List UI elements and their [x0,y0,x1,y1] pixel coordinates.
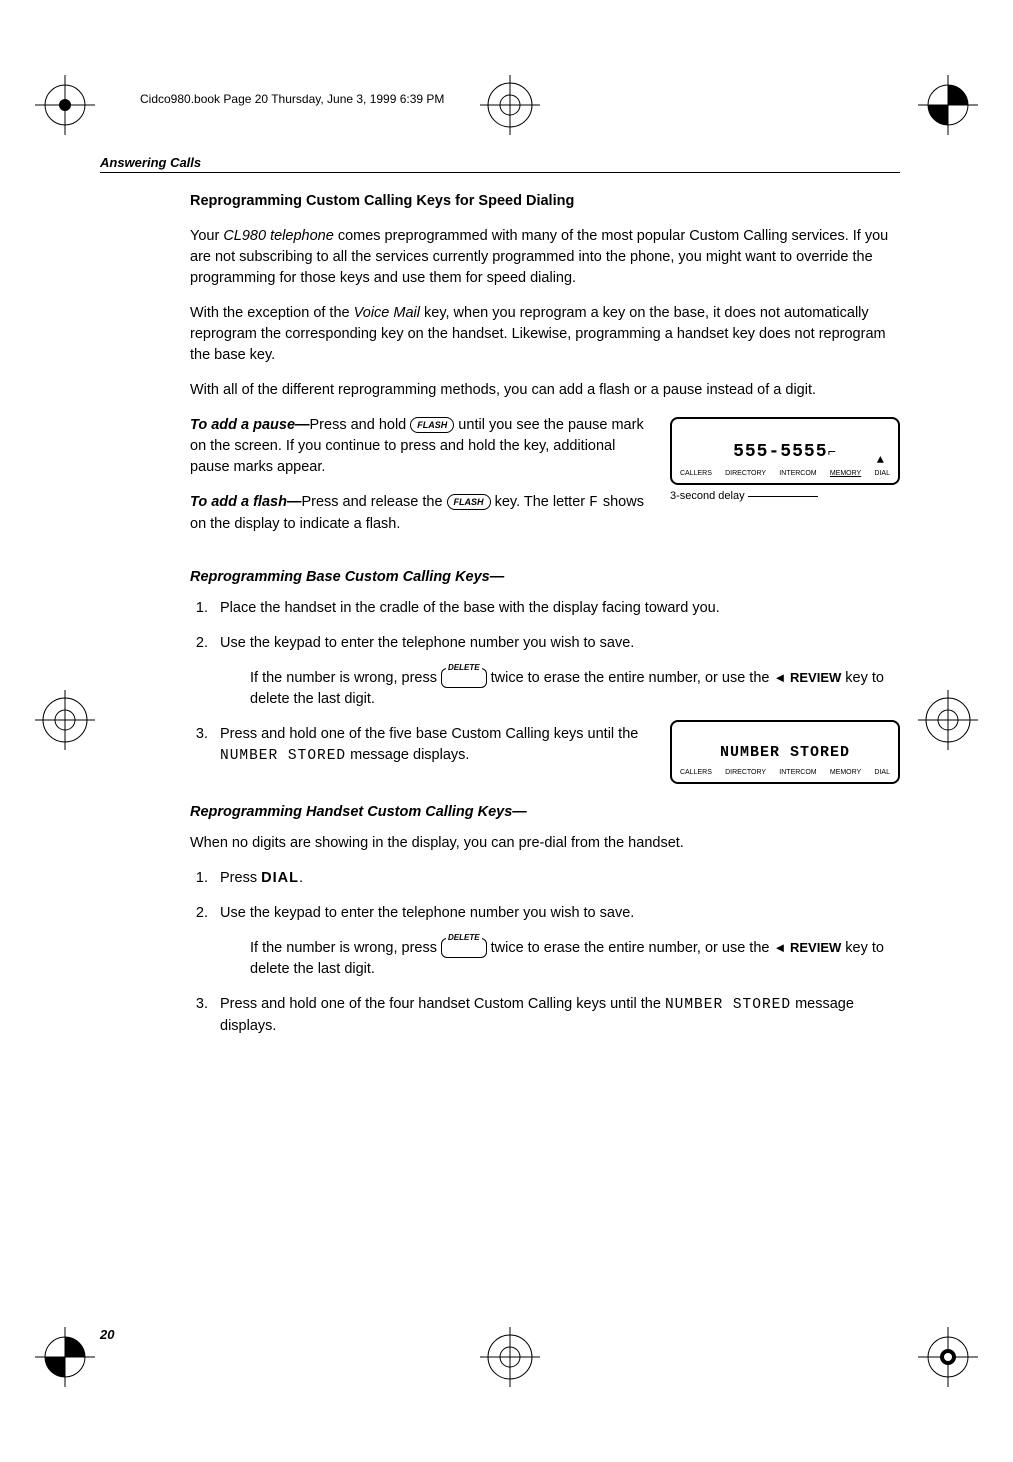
arrow-up-icon: ▲ [877,452,884,469]
flash-key-icon: FLASH [410,417,454,433]
delete-key-icon: DELETE [441,938,487,958]
heading-reprogram-base-keys: Reprogramming Base Custom Calling Keys— [190,567,900,588]
heading-reprogram-speed-dial: Reprogramming Custom Calling Keys for Sp… [190,191,900,212]
display-stored-text: NUMBER STORED [680,742,890,764]
display-example-pause: 555-5555⌐ ▲ CALLERS DIRECTORY INTERCOM M… [670,417,900,505]
review-key-icon: ◄ REVIEW [774,670,842,685]
dial-key-label: DIAL [261,870,299,886]
crop-mark-bottom-right [918,1327,978,1387]
registration-mark-bottom [480,1327,540,1387]
page-number: 20 [100,1327,114,1342]
pause-mark-icon: ⌐ [828,445,837,461]
registration-mark-right [918,690,978,750]
base-step-3: NUMBER STORED CALLERS DIRECTORY INTERCOM… [212,724,900,784]
page-body: Answering Calls Reprogramming Custom Cal… [100,155,900,1051]
base-steps-list: Place the handset in the cradle of the b… [190,598,900,784]
display-caption: 3-second delay [670,489,900,505]
paragraph-flash-pause-note: With all of the different reprogramming … [190,380,900,401]
handset-step-2: Use the keypad to enter the telephone nu… [212,903,900,980]
review-key-icon: ◄ REVIEW [774,940,842,955]
display-softkey-menu: CALLERS DIRECTORY INTERCOM MEMORY DIAL [680,469,890,479]
product-name: CL980 telephone [223,228,333,244]
running-header: Cidco980.book Page 20 Thursday, June 3, … [140,92,444,106]
handset-step-3: Press and hold one of the four handset C… [212,994,900,1037]
flash-key-icon: FLASH [447,494,491,510]
handset-steps-list: Press DIAL. Use the keypad to enter the … [190,868,900,1037]
crop-mark-bottom-left [35,1327,95,1387]
registration-mark-top [480,75,540,135]
registration-mark-left [35,690,95,750]
display-softkey-menu: CALLERS DIRECTORY INTERCOM MEMORY DIAL [680,768,890,778]
delete-key-icon: DELETE [441,668,487,688]
handset-step-1: Press DIAL. [212,868,900,889]
paragraph-voicemail-exception: With the exception of the Voice Mail key… [190,303,900,366]
heading-reprogram-handset-keys: Reprogramming Handset Custom Calling Key… [190,802,900,823]
handset-intro: When no digits are showing in the displa… [190,833,900,854]
base-step-1: Place the handset in the cradle of the b… [212,598,900,619]
crop-mark-top-right [918,75,978,135]
crop-mark-top-left [35,75,95,135]
display-example-stored: NUMBER STORED CALLERS DIRECTORY INTERCOM… [670,720,900,784]
paragraph-intro: Your CL980 telephone comes preprogrammed… [190,226,900,289]
base-step-2: Use the keypad to enter the telephone nu… [212,633,900,710]
section-header: Answering Calls [100,155,900,173]
display-number: 555-5555⌐ [680,439,890,465]
voice-mail-key-name: Voice Mail [354,305,420,321]
